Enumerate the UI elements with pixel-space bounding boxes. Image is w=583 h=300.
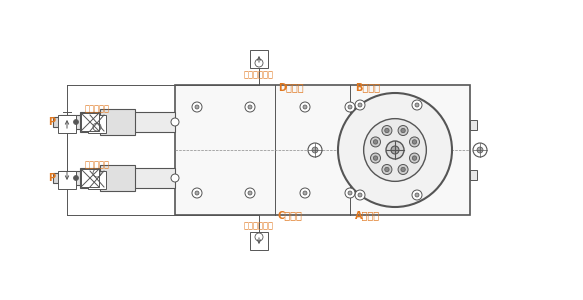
Text: メータイン: メータイン bbox=[85, 160, 110, 169]
Text: P: P bbox=[48, 173, 55, 183]
Bar bbox=[470, 120, 477, 130]
Circle shape bbox=[477, 147, 483, 153]
Circle shape bbox=[412, 190, 422, 200]
Circle shape bbox=[248, 191, 252, 195]
Bar bbox=[81, 169, 99, 187]
Circle shape bbox=[409, 137, 420, 147]
Bar bbox=[100, 109, 135, 135]
Circle shape bbox=[382, 125, 392, 136]
Bar bbox=[80, 168, 175, 188]
Circle shape bbox=[401, 128, 405, 133]
Circle shape bbox=[308, 143, 322, 157]
Circle shape bbox=[398, 125, 408, 136]
Text: Dポート: Dポート bbox=[278, 82, 304, 92]
Circle shape bbox=[385, 128, 389, 133]
Circle shape bbox=[73, 176, 79, 181]
Circle shape bbox=[371, 137, 381, 147]
Circle shape bbox=[248, 105, 252, 109]
Circle shape bbox=[401, 167, 405, 172]
Text: メータアウト: メータアウト bbox=[244, 70, 274, 79]
Circle shape bbox=[409, 153, 420, 163]
Circle shape bbox=[398, 164, 408, 175]
Circle shape bbox=[245, 188, 255, 198]
Circle shape bbox=[348, 191, 352, 195]
Circle shape bbox=[371, 153, 381, 163]
Circle shape bbox=[192, 188, 202, 198]
Text: Aポート: Aポート bbox=[355, 210, 380, 220]
Circle shape bbox=[312, 147, 318, 153]
Bar bbox=[88, 171, 106, 189]
Circle shape bbox=[412, 100, 422, 110]
Bar bbox=[88, 115, 106, 133]
Circle shape bbox=[358, 103, 362, 107]
Bar bbox=[80, 112, 175, 132]
Text: メータイン: メータイン bbox=[85, 104, 110, 113]
Circle shape bbox=[300, 188, 310, 198]
Circle shape bbox=[245, 102, 255, 112]
Circle shape bbox=[373, 156, 378, 160]
Circle shape bbox=[171, 118, 179, 126]
Circle shape bbox=[358, 193, 362, 197]
Circle shape bbox=[195, 105, 199, 109]
Circle shape bbox=[303, 191, 307, 195]
Circle shape bbox=[192, 102, 202, 112]
Bar bbox=[81, 113, 99, 131]
Circle shape bbox=[345, 102, 355, 112]
Circle shape bbox=[382, 164, 392, 175]
Circle shape bbox=[338, 93, 452, 207]
Circle shape bbox=[412, 156, 417, 160]
Circle shape bbox=[300, 102, 310, 112]
Circle shape bbox=[195, 191, 199, 195]
Bar bbox=[60, 115, 80, 129]
Circle shape bbox=[303, 105, 307, 109]
Text: メータアウト: メータアウト bbox=[244, 221, 274, 230]
Text: Bポート: Bポート bbox=[355, 82, 380, 92]
Circle shape bbox=[415, 103, 419, 107]
Circle shape bbox=[385, 167, 389, 172]
Circle shape bbox=[412, 140, 417, 144]
Text: Cポート: Cポート bbox=[278, 210, 303, 220]
Circle shape bbox=[355, 190, 365, 200]
Bar bbox=[100, 165, 135, 191]
Bar bbox=[53, 117, 60, 127]
Text: P: P bbox=[48, 117, 55, 127]
Circle shape bbox=[364, 118, 426, 181]
Circle shape bbox=[171, 174, 179, 182]
Circle shape bbox=[473, 143, 487, 157]
Circle shape bbox=[373, 140, 378, 144]
Bar bbox=[175, 85, 470, 215]
Circle shape bbox=[415, 193, 419, 197]
Bar bbox=[470, 170, 477, 180]
Bar bbox=[53, 173, 60, 183]
Bar bbox=[58, 171, 76, 189]
Circle shape bbox=[345, 188, 355, 198]
Bar bbox=[60, 171, 80, 185]
Circle shape bbox=[348, 105, 352, 109]
Circle shape bbox=[73, 119, 79, 124]
Circle shape bbox=[391, 146, 399, 154]
Circle shape bbox=[355, 100, 365, 110]
Bar bbox=[58, 115, 76, 133]
Bar bbox=[250, 50, 268, 68]
Circle shape bbox=[386, 141, 404, 159]
Bar bbox=[250, 232, 268, 250]
